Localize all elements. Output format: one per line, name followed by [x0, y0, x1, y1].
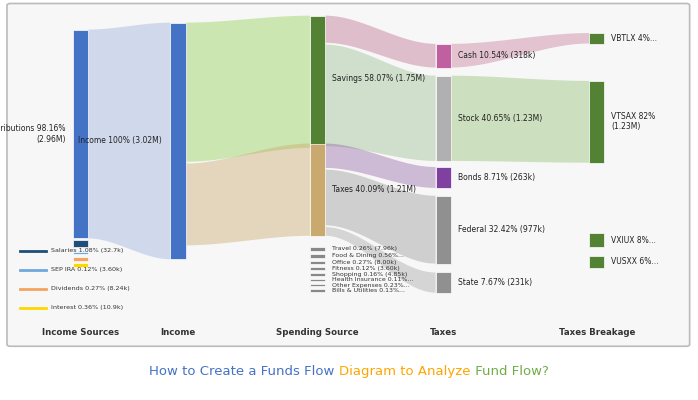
Text: Travel 0.26% (7.96k): Travel 0.26% (7.96k) — [332, 246, 397, 251]
Polygon shape — [325, 144, 436, 188]
Text: Taxes Breakage: Taxes Breakage — [558, 328, 635, 337]
Bar — [73, 30, 88, 238]
Bar — [310, 273, 325, 276]
Text: How to Create a Funds Flow: How to Create a Funds Flow — [149, 365, 339, 378]
Polygon shape — [325, 16, 436, 68]
Text: VUSXX 6%...: VUSXX 6%... — [611, 257, 659, 266]
Bar — [310, 254, 325, 258]
Text: Food & Dining 0.56%...: Food & Dining 0.56%... — [332, 253, 404, 258]
Text: Taxes: Taxes — [429, 328, 457, 337]
Text: Other Expenses 0.23%...: Other Expenses 0.23%... — [332, 282, 410, 288]
Text: Bills & Utilities 0.13%...: Bills & Utilities 0.13%... — [332, 288, 406, 293]
Text: Stock 40.65% (1.23M): Stock 40.65% (1.23M) — [458, 114, 542, 123]
Text: Health Insurance 0.11%...: Health Insurance 0.11%... — [332, 277, 414, 282]
Text: Income: Income — [161, 328, 195, 337]
Bar — [589, 256, 604, 268]
Polygon shape — [451, 76, 589, 163]
Polygon shape — [186, 144, 310, 245]
Text: Bonds 8.71% (263k): Bonds 8.71% (263k) — [458, 173, 535, 182]
Bar — [589, 233, 604, 247]
Text: Dividends 0.27% (8.24k): Dividends 0.27% (8.24k) — [51, 286, 130, 291]
Text: VTSAX 82%
(1.23M): VTSAX 82% (1.23M) — [611, 112, 655, 132]
Polygon shape — [88, 23, 170, 259]
Polygon shape — [325, 170, 436, 264]
Bar — [436, 196, 451, 264]
Bar — [310, 284, 325, 286]
Text: SEP IRA 0.12% (3.60k): SEP IRA 0.12% (3.60k) — [51, 267, 122, 272]
Bar — [73, 263, 88, 268]
Polygon shape — [325, 44, 436, 161]
Bar — [310, 144, 325, 236]
Text: Income 100% (3.02M): Income 100% (3.02M) — [78, 136, 162, 146]
Bar — [310, 289, 325, 292]
Text: Office 0.27% (8.00k): Office 0.27% (8.00k) — [332, 260, 396, 265]
Bar — [310, 267, 325, 270]
Bar — [170, 23, 186, 259]
Text: Taxes 40.09% (1.21M): Taxes 40.09% (1.21M) — [332, 185, 416, 194]
Bar — [589, 81, 604, 163]
Text: Cash 10.54% (318k): Cash 10.54% (318k) — [458, 51, 535, 60]
Text: Spending Source: Spending Source — [276, 328, 359, 337]
Text: Interest 0.36% (10.9k): Interest 0.36% (10.9k) — [51, 306, 123, 310]
Text: Distributions 98.16%
(2.96M): Distributions 98.16% (2.96M) — [0, 124, 66, 144]
Text: Shopping 0.16% (4.85k): Shopping 0.16% (4.85k) — [332, 272, 408, 277]
Text: Federal 32.42% (977k): Federal 32.42% (977k) — [458, 225, 545, 234]
Text: VBTLX 4%...: VBTLX 4%... — [611, 34, 658, 43]
Bar — [310, 247, 325, 251]
Bar — [73, 240, 88, 247]
Text: Income Sources: Income Sources — [42, 328, 119, 337]
Polygon shape — [451, 33, 589, 68]
Bar — [310, 261, 325, 264]
Text: Fund Flow?: Fund Flow? — [470, 365, 549, 378]
Bar — [436, 272, 451, 293]
Polygon shape — [186, 16, 310, 162]
Bar — [310, 16, 325, 148]
Bar — [436, 167, 451, 188]
Text: Savings 58.07% (1.75M): Savings 58.07% (1.75M) — [332, 74, 425, 83]
Text: Salaries 1.08% (32.7k): Salaries 1.08% (32.7k) — [51, 248, 124, 253]
Bar — [436, 44, 451, 68]
Polygon shape — [325, 227, 436, 293]
Bar — [73, 257, 88, 261]
Text: Fitness 0.12% (3.60k): Fitness 0.12% (3.60k) — [332, 266, 400, 271]
Text: State 7.67% (231k): State 7.67% (231k) — [458, 278, 532, 287]
FancyBboxPatch shape — [7, 4, 690, 346]
Bar — [310, 278, 325, 281]
Text: Diagram to Analyze: Diagram to Analyze — [339, 365, 470, 378]
Bar — [73, 252, 88, 254]
Text: VXIUX 8%...: VXIUX 8%... — [611, 236, 656, 245]
Bar — [436, 76, 451, 161]
Bar — [589, 33, 604, 44]
